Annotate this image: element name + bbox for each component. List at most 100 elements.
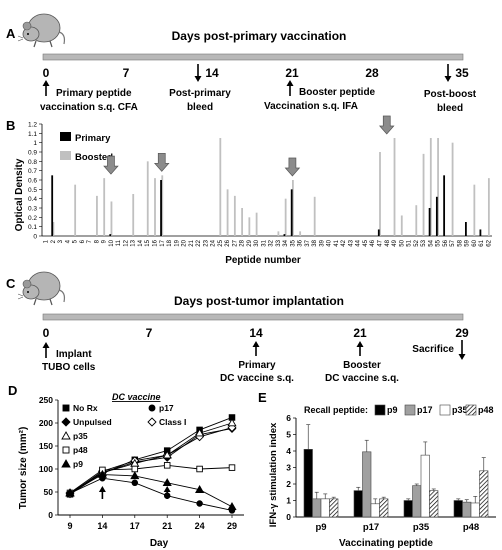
chart-b-bar-boosted <box>233 195 236 236</box>
timeline-a-arrow-day14 <box>194 64 202 82</box>
chart-e-legend-swatch <box>404 404 416 416</box>
chart-b-x-tick-label: 48 <box>385 239 391 246</box>
chart-b-x-tick-label: 45 <box>363 239 369 246</box>
panel-letter-c: C <box>6 276 16 291</box>
chart-b-x-tick-label: 51 <box>407 239 413 246</box>
chart-b-x-tick-label: 12 <box>123 239 129 246</box>
timeline-a-note-day14-line1: Post-primary <box>169 88 231 99</box>
chart-d-line-p35 <box>69 422 233 494</box>
chart-b-bar-primary <box>160 180 162 236</box>
chart-b-x-tick-label: 44 <box>356 239 362 246</box>
chart-b-x-tick-label: 24 <box>211 239 217 246</box>
chart-d-line-p17 <box>69 477 233 511</box>
chart-d-point-p35 <box>195 428 205 437</box>
chart-d-y-tick-label: 50 <box>44 487 54 497</box>
chart-d-point-p9 <box>65 488 75 497</box>
chart-b-bar-primary <box>443 175 446 236</box>
timeline-a-arrow-day21 <box>286 80 294 96</box>
chart-b-x-tick-label: 57 <box>450 239 456 246</box>
chart-b-bar-boosted <box>292 180 294 236</box>
timeline-c-arrow-day21 <box>356 341 364 356</box>
chart-b-bar-primary <box>51 175 54 236</box>
chart-e-x-tick-label: p9 <box>315 522 326 533</box>
timeline-c-note-day0-line2: TUBO cells <box>42 362 96 373</box>
chart-e-bar-p17 <box>362 451 372 518</box>
chart-e-bar-p9 <box>303 449 313 518</box>
timeline-c-arrow-day14-head <box>252 341 260 347</box>
chart-d-x-tick-label: 29 <box>227 521 237 531</box>
chart-d-legend-label: p17 <box>159 403 174 413</box>
chart-e-y-tick-label: 5 <box>286 430 291 440</box>
chart-d-legend-label: p48 <box>73 445 88 455</box>
chart-e-bar-p9 <box>453 500 463 518</box>
chart-b-x-tick-label: 29 <box>247 239 253 246</box>
chart-b-x-tick-label: 56 <box>443 239 449 246</box>
timeline-a-arrow-day35-head <box>444 76 452 82</box>
panel-a: A Days post-primary vaccination 0 7 14 21 28… <box>6 13 477 114</box>
chart-e-legend-label: p35 <box>452 405 468 415</box>
chart-d-legend-marker <box>61 459 71 468</box>
chart-b-bar-boosted <box>110 201 113 236</box>
chart-b-bar-primary <box>435 196 438 236</box>
mouse-icon <box>17 271 66 306</box>
chart-d-point-p9 <box>227 502 237 510</box>
chart-d-legend-marker <box>62 446 70 454</box>
chart-b-y-tick-label: 0 <box>33 234 37 241</box>
chart-b-x-tick-label: 34 <box>283 239 289 246</box>
chart-b-bar-primary <box>109 234 112 236</box>
chart-e-y-tick-label: 3 <box>286 463 291 473</box>
chart-e-legend-label: p48 <box>478 405 494 415</box>
chart-b-x-tick-label: 2 <box>51 239 57 243</box>
chart-e-y-tick-label: 4 <box>286 446 291 456</box>
chart-d-point-p48 <box>196 465 203 473</box>
timeline-a-note-day14-line2: bleed <box>187 102 213 113</box>
chart-b-x-tick-label: 43 <box>348 239 354 246</box>
chart-e-bar-p35 <box>420 454 430 518</box>
timeline-c-arrow-day0 <box>42 342 50 358</box>
chart-b-bar-boosted <box>146 161 149 236</box>
timeline-a-arrow-day35 <box>444 64 452 82</box>
chart-b-x-tick-label: 22 <box>196 239 202 246</box>
chart-b-x-tick-label: 50 <box>399 239 405 246</box>
chart-b-y-tick-label: 0.9 <box>28 150 37 157</box>
timeline-c-arrow-day14 <box>252 341 260 356</box>
chart-b-x-tick-label: 59 <box>465 239 471 246</box>
chart-d-legend-label: No Rx <box>73 403 98 413</box>
timeline-c-note-day21-line1: Booster <box>343 360 381 371</box>
chart-b-x-tick-label: 53 <box>421 239 427 246</box>
timeline-c-note-day14-line2: DC vaccine s.q. <box>220 373 294 384</box>
chart-e-ylabel: IFN-γ stimulation index <box>268 422 279 527</box>
chart-b-y-tick-label: 1.1 <box>28 131 37 138</box>
chart-e-y-tick-label: 1 <box>286 496 291 506</box>
chart-b-bar-primary <box>464 222 467 236</box>
timeline-c-tick-label: 29 <box>455 326 469 340</box>
chart-d-point-p9 <box>162 478 172 487</box>
chart-b-bar-boosted <box>52 222 55 236</box>
chart-b-x-tick-label: 30 <box>254 239 260 246</box>
chart-b-x-tick-label: 60 <box>472 239 478 246</box>
chart-b-x-tick-label: 16 <box>153 239 159 246</box>
legend-b: Primary Boosted <box>60 132 113 163</box>
chart-e-bar-p48 <box>379 498 389 518</box>
chart-e-bar-p48 <box>429 490 439 518</box>
timeline-c-bar <box>42 313 464 321</box>
chart-b-y-tick-label: 0.5 <box>28 187 37 194</box>
chart-b-y-tick-label: 1.2 <box>28 122 37 129</box>
mouse-icon <box>17 13 66 48</box>
chart-d-ylabel: Tumor size (mm²) <box>18 427 29 510</box>
chart-b-x-tick-label: 39 <box>319 239 325 246</box>
chart-d-point-p48 <box>228 464 236 471</box>
legend-swatch-primary <box>60 132 71 141</box>
chart-d-y-tick-label: 100 <box>39 464 53 474</box>
chart-b-bar-primary <box>479 229 482 236</box>
chart-d-y-tick-label: 0 <box>48 510 53 520</box>
chart-e-y-tick-label: 0 <box>286 512 291 522</box>
timeline-a-note-day21-line1: Booster peptide <box>299 87 376 98</box>
chart-b-x-tick-label: 62 <box>486 239 492 246</box>
timeline-c-arrow-day29 <box>458 340 466 360</box>
chart-e-legend-title: Recall peptide: <box>304 405 368 415</box>
timeline-a-title: Days post-primary vaccination <box>172 29 347 43</box>
timeline-a-bar <box>42 53 464 61</box>
chart-b-x-tick-label: 10 <box>109 239 115 246</box>
chart-b-x-tick-label: 42 <box>341 239 347 246</box>
